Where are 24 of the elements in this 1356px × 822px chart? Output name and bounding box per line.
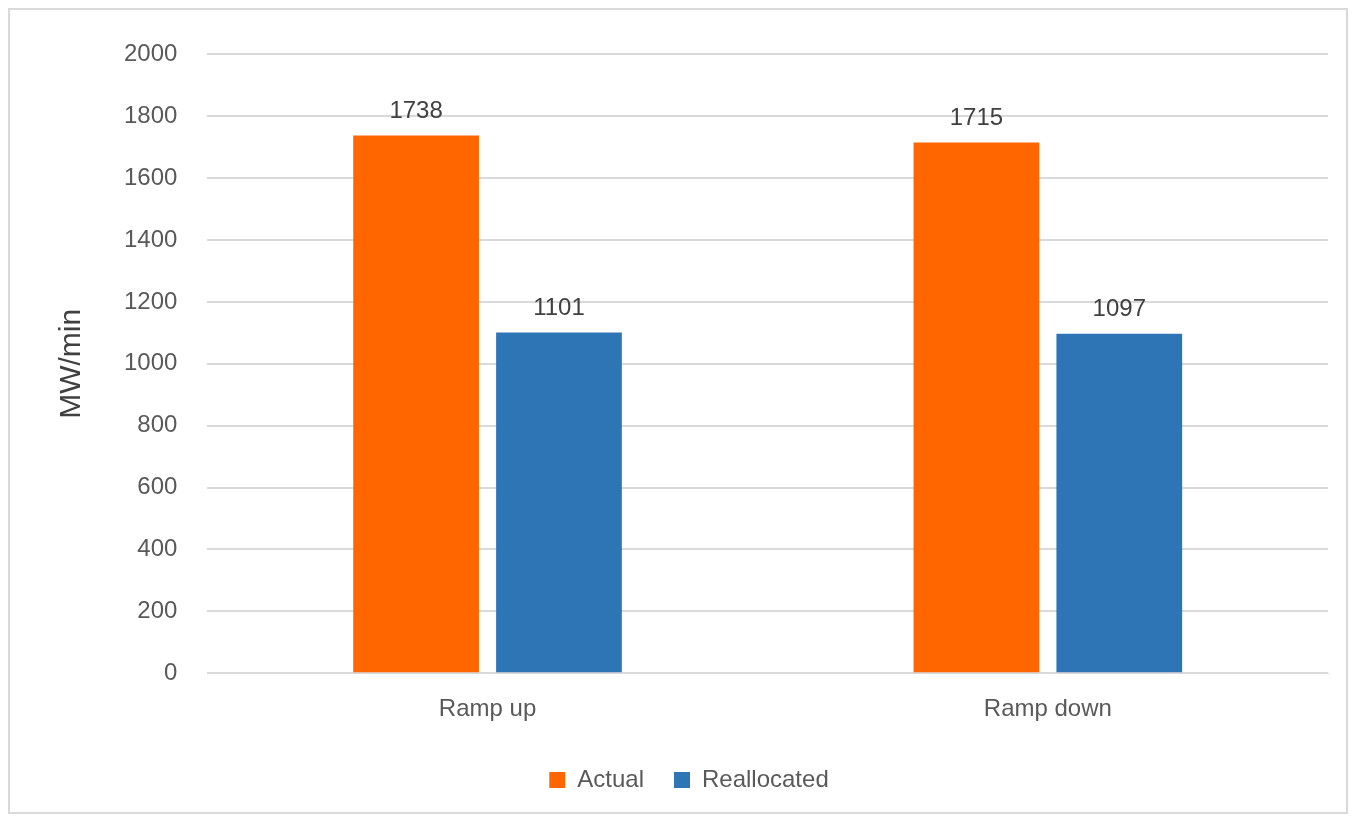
y-tick-label: 800 <box>137 410 178 438</box>
data-label: 1101 <box>533 293 585 321</box>
legend-label: Reallocated <box>701 764 829 792</box>
bar <box>353 135 479 673</box>
y-tick-label: 2000 <box>124 39 178 67</box>
y-tick-label: 1000 <box>124 348 178 376</box>
y-tick-label: 600 <box>137 472 178 500</box>
bar <box>496 332 622 673</box>
data-label: 1097 <box>1092 294 1146 322</box>
data-label: 1738 <box>389 96 443 124</box>
x-tick-label: Ramp down <box>983 694 1112 722</box>
y-tick-label: 200 <box>137 595 178 623</box>
y-tick-label: 0 <box>164 657 178 685</box>
bar <box>913 142 1040 673</box>
y-axis-title: MW/min <box>53 308 87 419</box>
y-tick-label: 400 <box>137 534 178 562</box>
y-tick-label: 1200 <box>124 286 178 314</box>
data-label: 1715 <box>949 103 1004 131</box>
y-tick-label: 1800 <box>124 100 178 128</box>
y-tick-label: 1600 <box>124 162 178 190</box>
y-tick-label: 1400 <box>124 224 178 252</box>
legend-label: Actual <box>577 764 644 792</box>
x-tick-label: Ramp up <box>438 694 537 722</box>
bar <box>1056 333 1183 673</box>
